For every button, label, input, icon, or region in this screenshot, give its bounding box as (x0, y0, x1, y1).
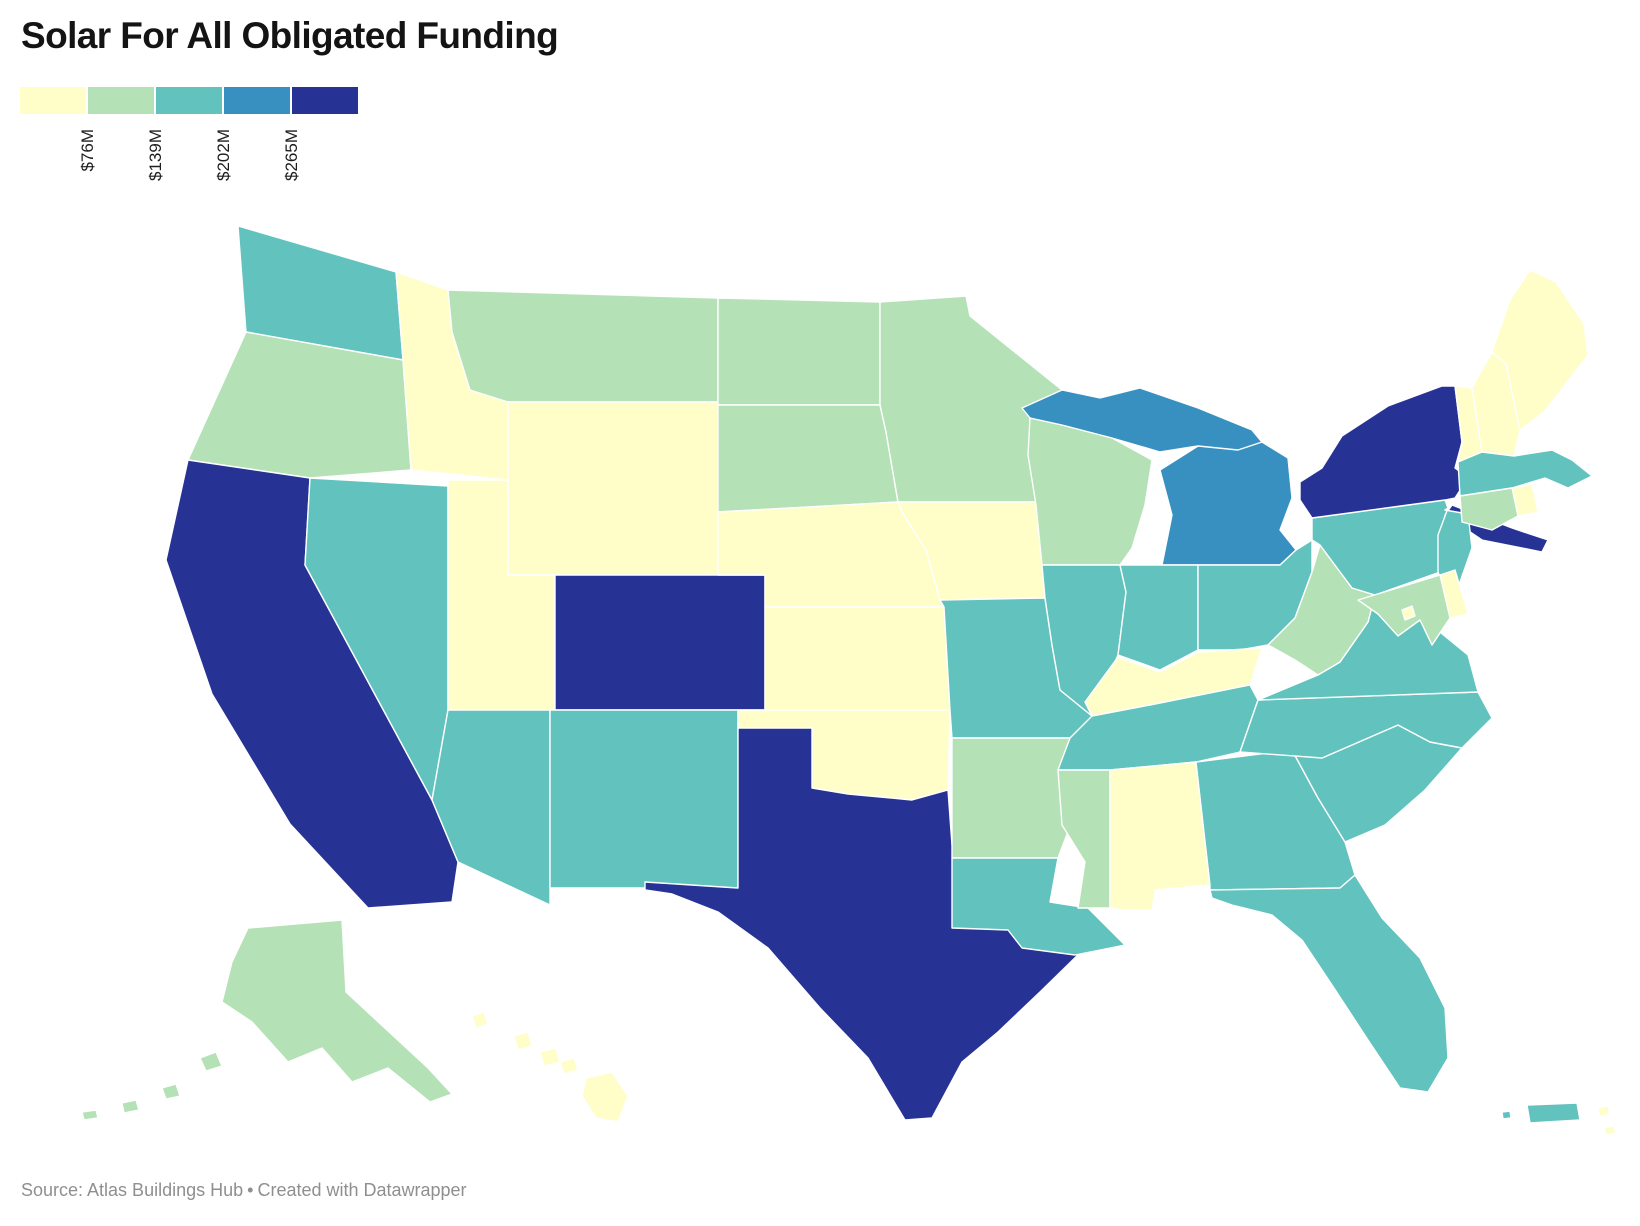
state-mt[interactable]: Montana (447, 289, 719, 403)
legend-swatch-row (20, 87, 358, 114)
source-attribution: Source: Atlas Buildings Hub • Created with… (21, 1180, 467, 1201)
legend-swatch-1 (20, 87, 86, 114)
legend-swatch-4 (224, 87, 290, 114)
legend-swatch-2 (88, 87, 154, 114)
state-pa[interactable]: Pennsylvania (1311, 499, 1449, 596)
legend-swatch-5 (292, 87, 358, 114)
color-legend: $76M $139M $202M $265M (20, 87, 358, 224)
state-in[interactable]: Indiana (1117, 564, 1199, 671)
state-ct[interactable]: Connecticut (1459, 487, 1519, 531)
state-hi[interactable]: Hawaii (471, 1011, 629, 1123)
state-sd[interactable]: South Dakota (717, 404, 899, 513)
state-pr[interactable]: Puerto Rico (1501, 1102, 1581, 1124)
state-nc[interactable]: North Carolina (1239, 691, 1493, 759)
state-or[interactable]: Oregon (187, 331, 412, 479)
state-az[interactable]: Arizona (431, 709, 551, 906)
state-vi[interactable]: U.S. Virgin Islands (1597, 1105, 1617, 1136)
footer-separator: • (247, 1180, 254, 1200)
state-nd[interactable]: North Dakota (717, 297, 881, 406)
state-al[interactable]: Alabama (1109, 761, 1211, 911)
state-fl[interactable]: Florida (1209, 874, 1449, 1093)
state-dc[interactable]: District of Columbia (1401, 605, 1416, 621)
source-label: Source: Atlas Buildings Hub (21, 1180, 244, 1200)
state-me[interactable]: Maine (1491, 269, 1589, 431)
state-ks[interactable]: Kansas (764, 606, 951, 711)
legend-swatch-3 (156, 87, 222, 114)
chart-title: Solar For All Obligated Funding (21, 15, 559, 56)
state-nm[interactable]: New Mexico (549, 709, 739, 889)
state-la[interactable]: Louisiana (951, 857, 1126, 956)
state-tx[interactable]: Texas (644, 727, 1086, 1121)
state-co[interactable]: Colorado (554, 574, 766, 711)
state-wy[interactable]: Wyoming (507, 401, 719, 576)
state-ak[interactable]: Alaska (81, 919, 453, 1121)
datawrapper-credit-link[interactable]: Created with Datawrapper (257, 1180, 467, 1200)
